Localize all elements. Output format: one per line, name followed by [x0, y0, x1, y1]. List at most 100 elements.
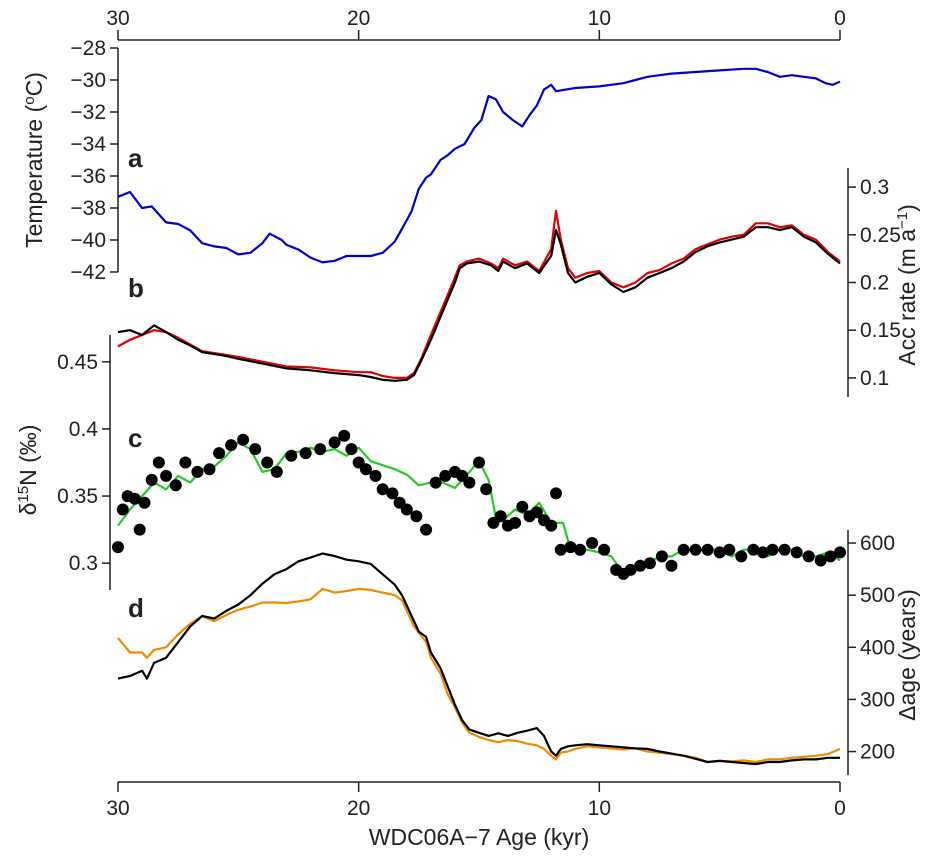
bottom-x-tick-label: 0	[834, 797, 846, 820]
panel-d-series-1-line	[117, 552, 840, 766]
panel-b-letter: b	[128, 273, 144, 303]
panel-c-data-point	[516, 500, 529, 513]
panel-c-data-point	[766, 543, 779, 556]
y-tick-label: 500	[860, 584, 895, 607]
panel-b-series-1-line	[117, 226, 841, 382]
top-x-tick-label: 20	[347, 7, 370, 30]
y-tick-label: 0.3	[69, 552, 98, 575]
panel-c-data-point	[757, 546, 769, 559]
y-tick-label: −40	[70, 229, 106, 252]
panel-d-ylabel: Δage (years)	[894, 589, 920, 721]
panel-c-data-point	[701, 543, 714, 556]
panel-c-data-point	[550, 487, 562, 500]
panel-c-data-point	[369, 469, 382, 482]
panel-c-data-point	[270, 465, 283, 478]
y-tick-label: 0.15	[860, 319, 901, 342]
panel-c-data-point	[285, 449, 298, 462]
panel-c-data-point	[145, 473, 158, 486]
top-x-tick-label: 10	[588, 7, 611, 30]
panel-c-data-point	[677, 543, 690, 556]
panel-c-data-point	[429, 476, 442, 489]
panel-c-data-point	[128, 492, 141, 505]
panel-c-data-point	[133, 523, 146, 536]
top-x-tick-label: 30	[106, 7, 129, 30]
panel-c-data-point	[160, 469, 173, 482]
panel-c-data-point	[410, 510, 423, 523]
panel-c: 0.45 0.4 0.35 0.3 δ15N (‰) c	[15, 335, 846, 590]
panel-d: 600 500 400 300 200 Δage (years) d	[117, 530, 920, 775]
panel-d-letter: d	[128, 593, 144, 623]
bottom-x-tick-label: 10	[588, 797, 611, 820]
panel-c-data-point	[213, 447, 226, 460]
y-tick-label: 400	[860, 636, 895, 659]
y-tick-label: 0.3	[860, 176, 889, 199]
panel-c-data-point	[314, 443, 327, 456]
y-tick-label: −28	[70, 37, 106, 60]
bottom-x-axis: 30 20 10 0 WDC06A−7 Age (kyr)	[106, 781, 846, 850]
y-tick-label: 0.35	[57, 485, 98, 508]
panel-c-data-point	[179, 456, 192, 469]
panel-c-data-point	[586, 537, 599, 549]
y-tick-label: −32	[70, 101, 106, 124]
panel-c-data-point	[723, 543, 736, 556]
panel-a-series-0-line	[117, 67, 841, 264]
panel-c-data-point	[473, 456, 485, 469]
panel-b-series-0-line	[117, 209, 841, 379]
top-x-tick-label: 0	[834, 7, 846, 30]
y-tick-label: 0.2	[860, 272, 889, 295]
panel-c-data-point	[152, 456, 165, 469]
panel-c-data-point	[386, 487, 399, 500]
y-tick-label: 0.25	[860, 224, 901, 247]
panel-c-data-point	[545, 519, 558, 532]
panel-c-data-point	[564, 541, 577, 554]
panel-c-data-point	[530, 506, 543, 519]
panel-c-data-point	[112, 541, 124, 554]
bottom-x-tick-label: 20	[347, 797, 370, 820]
panel-a-letter: a	[128, 143, 143, 173]
panel-c-data-point	[359, 463, 372, 476]
y-tick-label: −30	[70, 69, 106, 92]
panel-c-data-point	[463, 476, 476, 489]
y-tick-label: 0.45	[57, 351, 98, 374]
panel-c-data-point	[169, 479, 182, 492]
panel-c-data-point	[203, 463, 216, 476]
bottom-x-tick-label: 30	[106, 797, 129, 820]
panel-c-data-point	[643, 557, 656, 570]
panel-c-data-point	[116, 503, 129, 516]
panel-b-ylabel: Acc rate (m a−1)	[894, 204, 921, 366]
panel-c-data-point	[299, 447, 312, 460]
panel-c-data-point	[665, 559, 678, 572]
y-tick-label: 0.4	[69, 418, 99, 441]
panel-c-data-point	[237, 433, 250, 446]
panel-c-data-point	[689, 543, 702, 556]
panel-c-data-point	[735, 550, 748, 563]
y-tick-label: 0.1	[860, 367, 889, 390]
panel-a-ylabel: Temperature (oC)	[21, 72, 48, 248]
panel-c-data-point	[328, 436, 341, 449]
panel-c-data-point	[376, 483, 389, 496]
panel-a: −28 −30 −32 −34 −36 −38 −40 −42 Temperature (oC…	[21, 37, 841, 284]
panel-c-data-point	[834, 546, 846, 559]
panel-c-data-point	[191, 465, 204, 478]
y-tick-label: −36	[70, 165, 106, 188]
panel-c-data-point	[655, 550, 668, 563]
y-tick-label: 300	[860, 688, 895, 711]
panel-c-data-point	[824, 550, 837, 563]
y-tick-label: −42	[70, 261, 106, 284]
panel-c-data-point	[261, 456, 274, 469]
panel-c-data-point	[225, 439, 238, 452]
panel-c-data-point	[400, 503, 413, 516]
panel-d-series-0-line	[117, 587, 841, 764]
panel-c-data-point	[439, 469, 452, 482]
y-tick-label: −34	[70, 133, 106, 156]
panel-c-data-point	[338, 429, 351, 442]
panel-c-letter: c	[128, 423, 142, 453]
panel-c-data-point	[249, 443, 262, 456]
panel-c-data-point	[480, 483, 493, 496]
panel-c-data-point	[574, 543, 587, 556]
panel-b: 0.1 0.15 0.2 0.25 0.3 Acc rate (m a−1) b	[117, 168, 921, 397]
panel-c-ylabel: δ15N (‰)	[15, 425, 42, 516]
panel-c-data-point	[814, 554, 827, 567]
panel-c-data-point	[790, 546, 803, 559]
panel-c-data-point	[634, 559, 647, 572]
